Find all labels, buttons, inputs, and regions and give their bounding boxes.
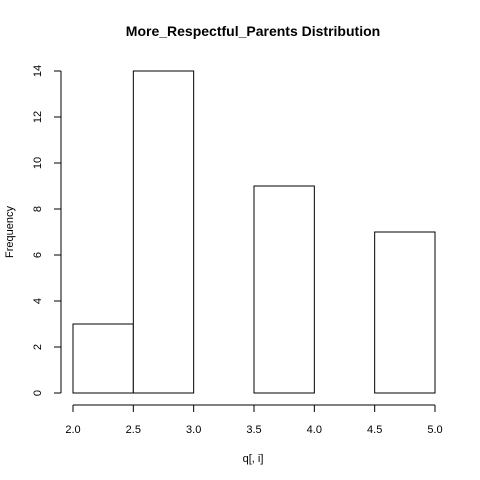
y-tick-label: 4 [32, 298, 44, 304]
x-tick-label: 5.0 [427, 424, 442, 436]
y-tick-label: 6 [32, 252, 44, 258]
x-tick-label: 3.5 [246, 424, 261, 436]
y-tick-label: 0 [32, 390, 44, 396]
x-axis-label: q[, i] [243, 453, 264, 465]
x-tick-label: 2.0 [65, 424, 80, 436]
y-axis-label: Frequency [4, 206, 16, 258]
histogram-bar [374, 231, 436, 394]
x-tick-label: 2.5 [126, 424, 141, 436]
x-tick-label: 3.0 [186, 424, 201, 436]
x-axis: 2.0 2.5 3.0 3.5 4.0 4.5 5.0 [65, 404, 443, 436]
y-tick-label: 2 [32, 344, 44, 350]
y-axis: 0 2 4 6 8 10 12 14 [32, 65, 62, 396]
histogram-bar [132, 70, 195, 394]
y-tick-label: 10 [32, 157, 44, 169]
bars-group [72, 70, 436, 394]
histogram-bar [253, 185, 315, 394]
y-tick-label: 12 [32, 111, 44, 123]
histogram-bar [72, 323, 134, 394]
x-tick-label: 4.0 [307, 424, 322, 436]
y-tick-label: 14 [32, 65, 44, 77]
x-tick-label: 4.5 [367, 424, 382, 436]
y-tick-label: 8 [32, 206, 44, 212]
chart-title: More_Respectful_Parents Distribution [126, 23, 380, 39]
